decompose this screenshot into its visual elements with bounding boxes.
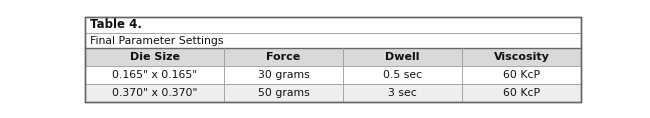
Text: 60 KcP: 60 KcP: [503, 70, 540, 80]
Bar: [85, 48, 224, 66]
Bar: [85, 33, 581, 48]
Bar: [224, 48, 343, 66]
Text: Force: Force: [266, 53, 301, 62]
Text: 50 grams: 50 grams: [257, 88, 309, 98]
Bar: [462, 66, 581, 84]
Text: 0.5 sec: 0.5 sec: [383, 70, 422, 80]
Text: 30 grams: 30 grams: [257, 70, 309, 80]
Bar: [224, 84, 343, 102]
Bar: [343, 48, 462, 66]
Text: Table 4.: Table 4.: [90, 19, 142, 32]
Bar: [85, 17, 581, 33]
Text: 0.165" x 0.165": 0.165" x 0.165": [112, 70, 197, 80]
Text: Viscosity: Viscosity: [493, 53, 549, 62]
Text: 3 sec: 3 sec: [388, 88, 417, 98]
Text: Die Size: Die Size: [130, 53, 179, 62]
Bar: [85, 66, 224, 84]
Text: 60 KcP: 60 KcP: [503, 88, 540, 98]
Bar: [224, 66, 343, 84]
Text: Dwell: Dwell: [385, 53, 420, 62]
Bar: [85, 84, 224, 102]
Bar: [462, 84, 581, 102]
Bar: [343, 66, 462, 84]
Bar: [462, 48, 581, 66]
Text: Final Parameter Settings: Final Parameter Settings: [90, 36, 224, 46]
Text: 0.370" x 0.370": 0.370" x 0.370": [112, 88, 198, 98]
Bar: [343, 84, 462, 102]
